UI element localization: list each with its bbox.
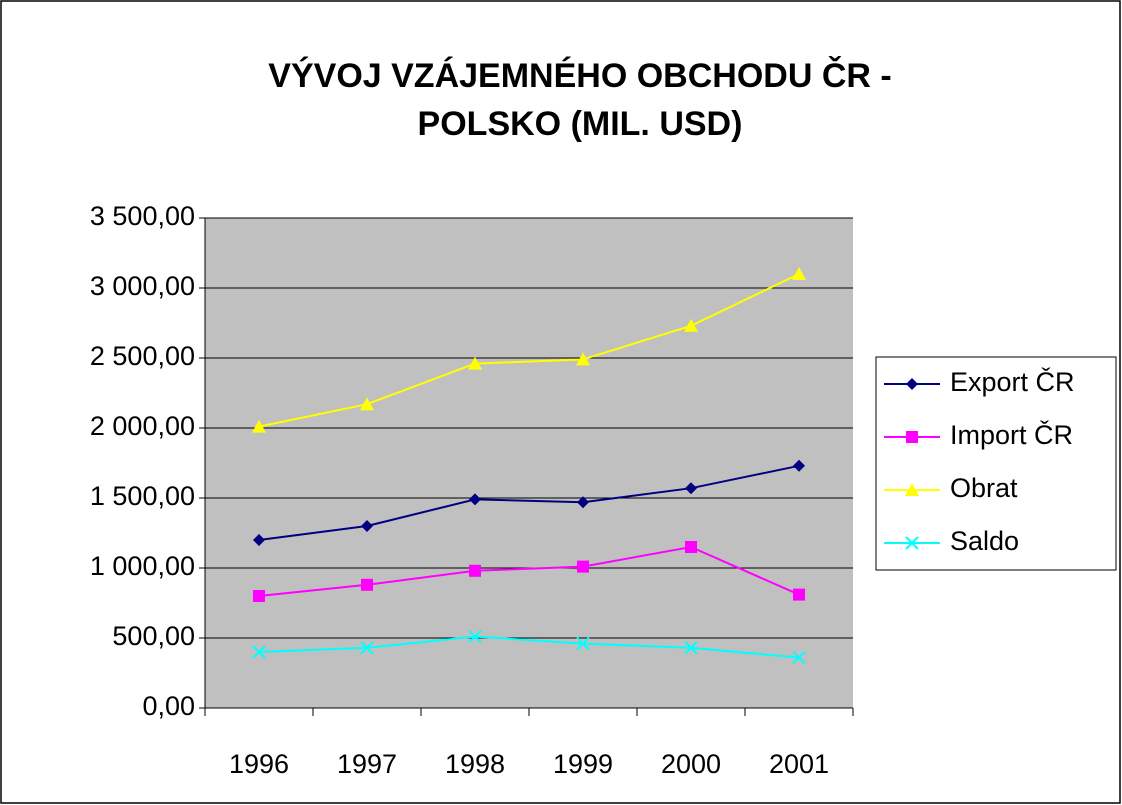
y-tick-label: 0,00 <box>142 691 195 721</box>
marker <box>792 650 806 665</box>
marker <box>468 629 482 644</box>
marker <box>576 636 590 651</box>
x-tick-label: 2001 <box>769 749 829 779</box>
y-tick-label: 3 500,00 <box>90 201 195 231</box>
marker <box>577 560 589 573</box>
marker <box>469 493 481 506</box>
legend-label: Saldo <box>950 526 1019 556</box>
marker <box>361 578 373 591</box>
y-tick-label: 2 000,00 <box>90 411 195 441</box>
marker <box>252 645 266 659</box>
marker <box>469 564 481 577</box>
y-tick-label: 2 500,00 <box>90 341 195 371</box>
marker <box>905 483 919 496</box>
marker <box>577 496 589 509</box>
marker <box>793 459 805 472</box>
marker <box>252 419 266 433</box>
marker <box>684 318 698 332</box>
series-line <box>258 464 800 541</box>
marker <box>685 541 697 553</box>
series-line <box>258 273 800 428</box>
x-tick-label: 1998 <box>445 749 505 779</box>
marker <box>468 356 482 370</box>
chart-title: POLSKO (MIL. USD) <box>418 105 743 143</box>
x-tick-label: 1997 <box>337 749 397 779</box>
marker <box>684 641 698 655</box>
x-tick-label: 1999 <box>553 749 613 779</box>
x-tick-label: 2000 <box>661 749 721 779</box>
legend-box <box>875 356 1117 571</box>
y-tick-label: 500,00 <box>112 621 195 651</box>
plot-area <box>205 218 853 708</box>
series-line <box>258 635 800 659</box>
legend-label: Import ČR <box>950 419 1073 450</box>
marker <box>361 520 373 532</box>
marker <box>685 482 697 495</box>
marker <box>906 431 918 443</box>
legend-label: Export ČR <box>950 366 1075 397</box>
chart-title: VÝVOJ VZÁJEMNÉHO OBCHODU ČR - <box>268 56 891 95</box>
marker <box>253 534 265 546</box>
marker <box>906 378 918 390</box>
marker <box>360 641 374 655</box>
marker <box>792 267 806 280</box>
marker <box>793 588 805 601</box>
marker <box>253 590 265 602</box>
marker <box>576 352 590 366</box>
y-tick-label: 1 500,00 <box>90 481 195 511</box>
y-tick-label: 3 000,00 <box>90 271 195 301</box>
marker <box>360 397 374 411</box>
marker <box>905 536 919 550</box>
x-tick-label: 1996 <box>229 749 289 779</box>
series-line <box>258 545 800 597</box>
legend-label: Obrat <box>950 473 1018 503</box>
y-tick-label: 1 000,00 <box>90 551 195 581</box>
